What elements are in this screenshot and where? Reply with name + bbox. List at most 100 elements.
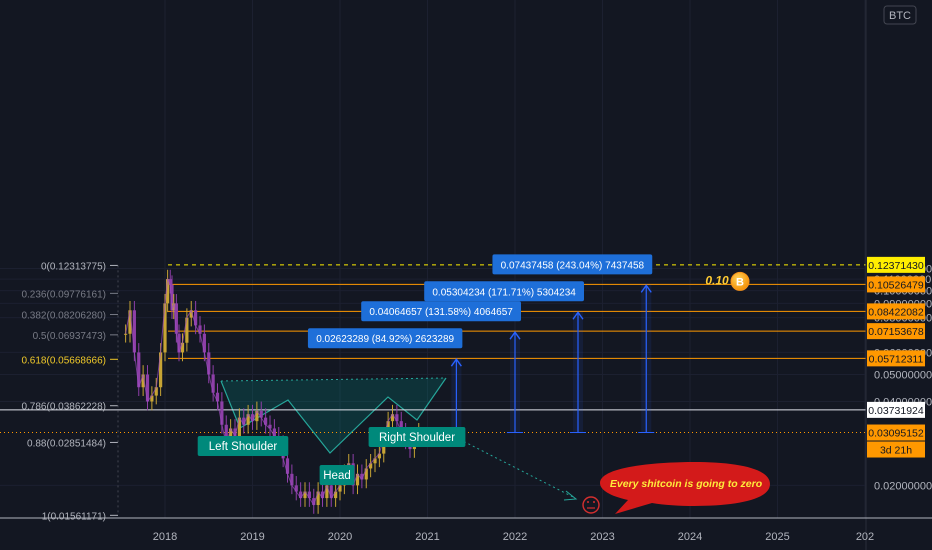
fib-levels: 0(0.12313775) 0.236(0.09776161) 0.382(0.08… — [21, 261, 119, 522]
candle-body — [207, 352, 211, 375]
candle-body — [145, 374, 150, 402]
year-label: 2020 — [328, 531, 352, 543]
price-axis[interactable]: 0.120000000.110000000.100000000.09000000… — [865, 0, 932, 550]
candle-body — [355, 473, 360, 486]
candle-body — [233, 428, 237, 437]
projection-arrow-head — [572, 311, 584, 320]
candle-body — [194, 310, 198, 326]
candle-body — [128, 310, 132, 334]
candle-body — [360, 473, 364, 480]
candle-body — [237, 417, 241, 437]
bitcoin-icon-glyph: B — [736, 276, 744, 288]
price-tag — [867, 303, 925, 320]
left-shoulder-label-badge — [197, 436, 289, 456]
candle-body — [373, 458, 377, 464]
candle-body — [177, 333, 181, 353]
left-shoulder-label: Left Shoulder — [209, 441, 278, 453]
year-label: 2021 — [415, 531, 439, 543]
price-line — [125, 277, 420, 507]
projection-arrows: 0.02623289 (84.92%) 2623289 0.04064657 (1… — [307, 254, 655, 434]
price-tag — [867, 350, 925, 367]
candle-body — [329, 485, 333, 499]
year-label: 2024 — [678, 531, 702, 543]
projection-arrow-head — [450, 358, 462, 367]
candle-body — [399, 421, 403, 433]
projection-arrow-head — [640, 284, 652, 293]
pattern-fill — [221, 378, 446, 453]
candle-body — [246, 414, 250, 425]
candle-body — [202, 333, 206, 353]
price-tag-label: 0.08422082 — [868, 306, 924, 318]
time-axis[interactable]: 2018 2019 2020 2021 2022 2023 2024 2025 202 — [0, 517, 932, 543]
candle-body — [338, 485, 342, 492]
candle-body — [294, 485, 298, 492]
candle-body — [132, 310, 136, 353]
projection-label-badge — [424, 281, 584, 302]
price-tag-label: 0.12371430 — [868, 260, 924, 272]
candle-body — [395, 414, 399, 422]
candle-body — [150, 395, 154, 402]
price-tag — [867, 424, 925, 441]
sad-face-eye — [593, 501, 595, 503]
symbol-badge — [883, 5, 917, 25]
head-label-badge — [319, 465, 355, 485]
downside-arrow-head — [563, 490, 578, 501]
price-tag-label: 0.10526479 — [868, 279, 924, 291]
price-tick-label: 0.02000000 — [874, 480, 932, 492]
symbol-label: BTC — [889, 10, 911, 22]
price-tag — [867, 323, 925, 340]
fib-level-label: 0.236(0.09776161) — [21, 289, 106, 300]
countdown-label: 3d 21h — [880, 445, 912, 457]
year-label: 202 — [856, 531, 874, 543]
right-shoulder-label-badge — [368, 427, 466, 447]
candle-body — [163, 303, 167, 353]
target-label: 0.10 — [705, 273, 729, 287]
year-label: 2018 — [153, 531, 177, 543]
candle-body — [272, 428, 276, 437]
candle-body — [307, 491, 311, 499]
fib-level-label: 0(0.12313775) — [41, 261, 106, 272]
annotations: Left Shoulder Head Right Shoulder 0.10 B Ever… — [197, 271, 770, 514]
year-label: 2023 — [590, 531, 614, 543]
countdown-tag — [867, 441, 925, 458]
projection-label: 0.02623289 (84.92%) 2623289 — [316, 334, 454, 345]
fib-level-label: 0.88(0.02851484) — [27, 438, 106, 449]
candle-body — [198, 325, 202, 334]
candle-body — [255, 410, 259, 422]
candle-body — [224, 424, 228, 445]
year-label: 2019 — [240, 531, 264, 543]
candle-body — [290, 473, 294, 486]
candle-body — [364, 468, 368, 480]
candle-body — [250, 414, 255, 422]
projection-label: 0.04064657 (131.58%) 4064657 — [369, 307, 513, 318]
price-tick-label: 0.05000000 — [874, 369, 932, 381]
candle-body — [170, 284, 174, 311]
candle-body — [168, 279, 172, 285]
projection-arrow-head — [509, 331, 521, 340]
sad-face-eye — [587, 501, 589, 503]
price-tag — [867, 276, 925, 293]
fib-level-label: 1(0.01561171) — [42, 511, 106, 522]
sad-face-icon — [582, 496, 600, 514]
fib-level-label: 0.5(0.06937473) — [33, 331, 106, 342]
projection-label-badge — [361, 301, 521, 322]
candle-body — [264, 417, 268, 425]
projection-label: 0.07437458 (243.04%) 7437458 — [501, 260, 645, 271]
projection-label-badge — [492, 254, 653, 275]
candle-body — [220, 401, 224, 425]
projection-label-badge — [307, 328, 463, 349]
candle-body — [189, 310, 193, 318]
projection-label: 0.05304234 (171.71%) 5304234 — [432, 287, 576, 298]
price-tag-label: 0.07153678 — [868, 326, 924, 338]
candle-body — [369, 463, 373, 469]
candle-body — [268, 424, 272, 429]
candle-body — [259, 410, 263, 418]
candle-body — [185, 317, 189, 343]
candle-body — [137, 352, 141, 388]
price-tag-label: 0.03731924 — [868, 405, 924, 417]
candle-body — [299, 491, 303, 499]
candle-body — [285, 458, 290, 474]
candle-body — [141, 374, 145, 388]
